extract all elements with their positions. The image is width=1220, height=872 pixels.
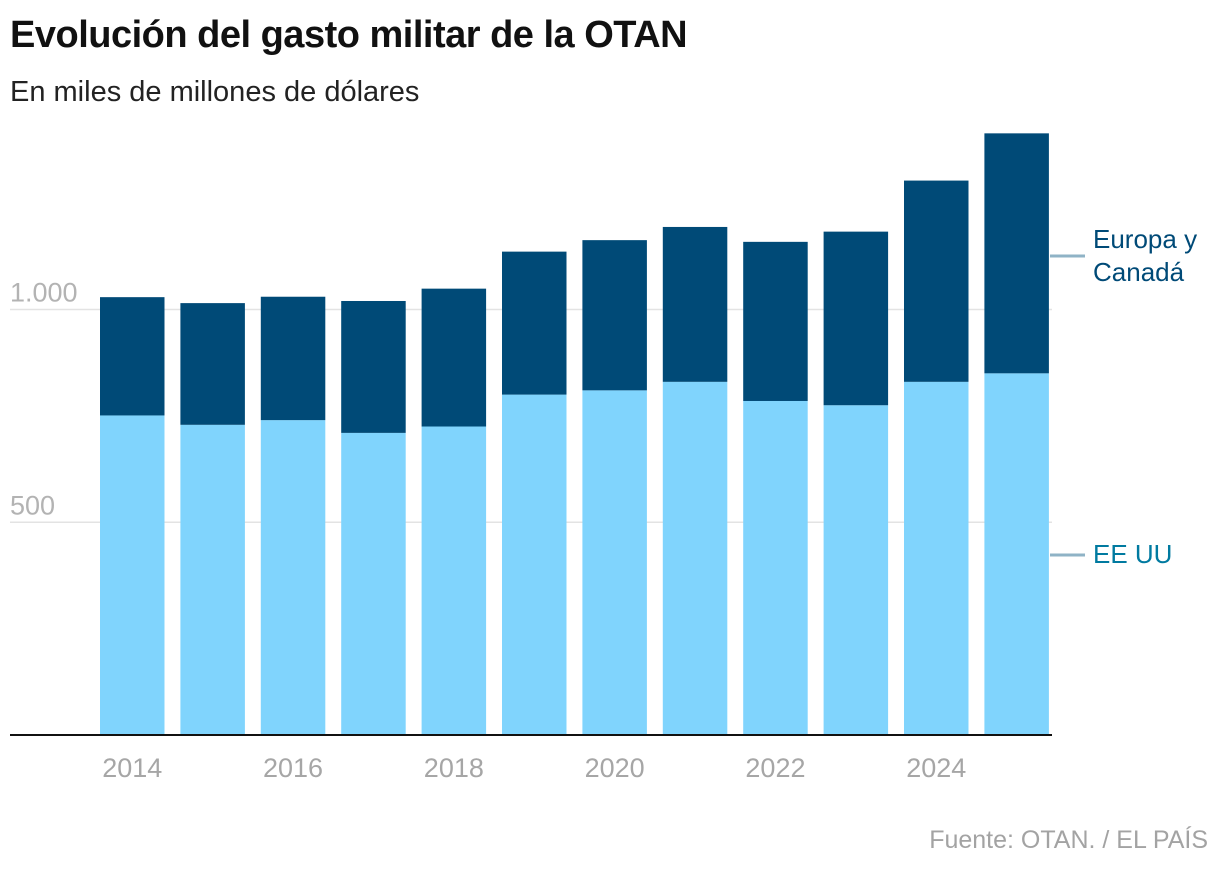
legend-label-europe-canada: Canadá [1093, 257, 1185, 287]
bar-us-2015 [180, 424, 245, 735]
x-tick-label: 2016 [263, 753, 323, 783]
bar-europe-canada-2019 [502, 251, 567, 395]
legend-label-us: EE UU [1093, 539, 1172, 569]
bar-us-2019 [502, 394, 567, 735]
bar-europe-canada-2018 [421, 288, 487, 427]
bar-europe-canada-2023 [823, 231, 889, 406]
chart-subtitle: En miles de millones de dólares [10, 76, 420, 108]
x-tick-label: 2018 [424, 753, 484, 783]
bar-europe-canada-2017 [341, 300, 406, 433]
bars [100, 133, 1049, 735]
bar-europe-canada-2016 [260, 296, 326, 421]
bar-europe-canada-2024 [904, 180, 969, 382]
x-tick-label: 2022 [745, 753, 805, 783]
chart-title: Evolución del gasto militar de la OTAN [10, 14, 688, 56]
bar-us-2024 [904, 381, 969, 735]
x-tick-label: 2024 [906, 753, 966, 783]
bar-europe-canada-2020 [582, 240, 647, 391]
bar-us-2023 [823, 405, 889, 735]
axes: 2014 2016 2018 2020 2022 2024 [10, 734, 1052, 783]
source-note: Fuente: OTAN. / EL PAÍS [929, 826, 1208, 854]
y-tick-label: 1.000 [10, 278, 78, 308]
bar-us-2021 [662, 381, 728, 735]
bar-europe-canada-2015 [180, 303, 245, 425]
bar-europe-canada-2014 [100, 297, 165, 416]
bar-us-2020 [582, 390, 647, 735]
bar-us-2018 [421, 426, 487, 735]
bar-us-2025 [984, 373, 1049, 735]
y-tick-label: 500 [10, 490, 55, 520]
x-tick-label: 2014 [102, 753, 162, 783]
bar-us-2022 [743, 400, 808, 735]
bar-europe-canada-2025 [984, 133, 1049, 374]
bar-us-2014 [100, 415, 165, 735]
bar-europe-canada-2021 [662, 226, 728, 382]
legend-label-europe-canada: Europa y [1093, 224, 1197, 254]
bar-us-2017 [341, 432, 406, 735]
bar-us-2016 [260, 420, 326, 735]
bar-europe-canada-2022 [743, 241, 808, 401]
x-tick-label: 2020 [585, 753, 645, 783]
